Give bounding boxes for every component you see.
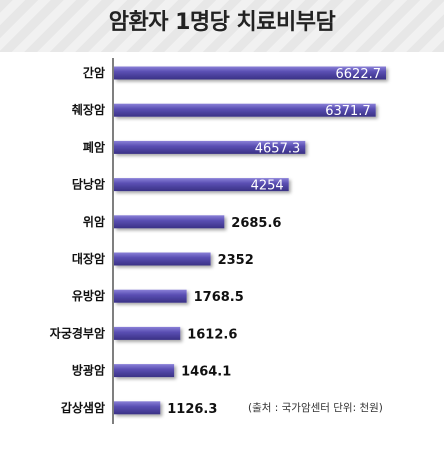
value-label: 6622.7 <box>336 67 382 82</box>
category-label: 췌장암 <box>72 103 105 117</box>
value-label: 2352 <box>218 253 254 268</box>
value-label: 1126.3 <box>167 402 217 417</box>
bar <box>114 364 175 378</box>
category-label: 폐암 <box>83 139 105 154</box>
bar <box>114 289 187 303</box>
category-label: 간암 <box>83 65 105 80</box>
category-label: 자궁경부암 <box>50 325 105 340</box>
category-label: 담낭암 <box>72 177 105 192</box>
bar <box>114 252 211 266</box>
category-label: 방광암 <box>72 363 105 378</box>
source-note: (출처 : 국가암센터 단위: 천원) <box>248 401 383 414</box>
category-label: 위암 <box>83 215 105 229</box>
bar <box>114 178 289 192</box>
value-label: 4254 <box>251 179 284 194</box>
bar <box>114 401 161 415</box>
value-label: 1464.1 <box>181 365 231 380</box>
value-label: 1768.5 <box>194 290 244 305</box>
value-label: 6371.7 <box>325 104 371 119</box>
bar <box>114 326 181 340</box>
category-label: 유방암 <box>72 288 105 303</box>
bar <box>114 140 306 154</box>
value-label: 1612.6 <box>187 327 237 342</box>
value-label: 2685.6 <box>231 216 281 231</box>
bar <box>114 103 376 117</box>
category-label: 대장암 <box>72 252 105 266</box>
header-banner <box>0 0 444 52</box>
chart-title: 암환자 1명당 치료비부담 <box>108 10 336 35</box>
bar <box>114 215 225 229</box>
bar <box>114 66 386 80</box>
category-label: 갑상샘암 <box>61 400 105 415</box>
value-label: 4657.3 <box>255 141 301 156</box>
